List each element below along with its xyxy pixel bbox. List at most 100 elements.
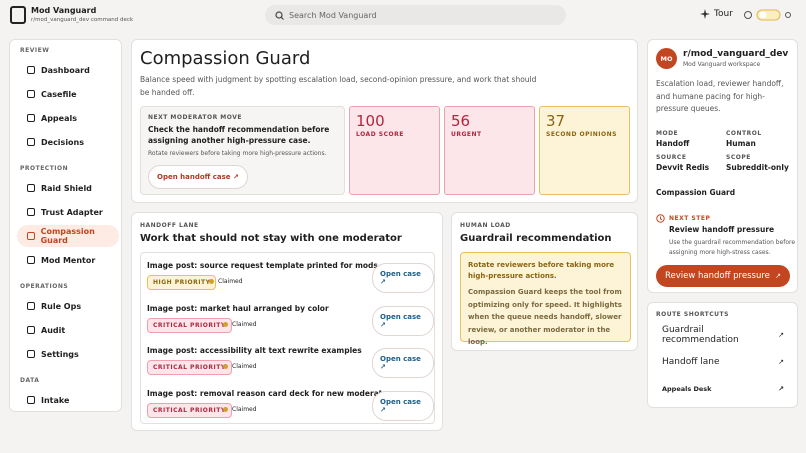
next-move-note: Rotate reviewers before taking more high…	[148, 150, 327, 157]
next-step-title: Review handoff pressure	[669, 225, 775, 234]
nav-item[interactable]: Casefile	[17, 83, 119, 105]
fact-value: Subreddit-only	[726, 163, 789, 172]
nav-label: Casefile	[41, 89, 77, 99]
nav-item[interactable]: Audit	[17, 319, 119, 341]
item-title: Image post: accessibility alt text rewri…	[147, 346, 362, 355]
nav-icon	[27, 90, 35, 98]
route-title: ROUTE SHORTCUTS	[656, 311, 729, 318]
next-step-icon	[656, 214, 665, 223]
arrow-icon: ↗	[778, 385, 784, 393]
nav-icon	[27, 350, 35, 358]
item-status: Claimed	[223, 406, 257, 413]
status-label: Claimed	[218, 278, 243, 285]
nav-label: Compassion Guard	[40, 227, 95, 245]
hero-description: Balance speed with judgment by spotting …	[140, 75, 537, 97]
item-status: Claimed	[223, 363, 257, 370]
open-case-button[interactable]: Open case ↗	[372, 305, 434, 336]
nav-label: Decisions	[41, 137, 85, 147]
handoff-lane-panel: HANDOFF LANE Work that should not stay w…	[131, 212, 443, 431]
next-step-eyebrow: NEXT STEP	[669, 215, 711, 222]
fact-label: CONTROL	[726, 130, 762, 137]
open-case-button[interactable]: Open case ↗	[372, 390, 434, 421]
nav-item[interactable]: Mod Mentor	[17, 249, 119, 271]
item-title: Image post: source request template prin…	[147, 261, 378, 270]
nav-item[interactable]: Compassion Guard	[17, 225, 119, 247]
fact-value: Devvit Redis	[656, 163, 710, 172]
status-dot	[209, 279, 214, 284]
lane-eyebrow: HANDOFF LANE	[140, 222, 199, 229]
nav-label: Dashboard	[41, 65, 90, 75]
status-label: Claimed	[232, 363, 257, 370]
nav-icon	[27, 302, 35, 310]
priority-badge: CRITICAL PRIORITY	[147, 402, 232, 418]
nav-item[interactable]: Decisions	[17, 131, 119, 153]
lane-title: Work that should not stay with one moder…	[140, 233, 402, 244]
search-icon	[275, 10, 284, 20]
fact-value: Handoff	[656, 139, 690, 148]
stat-label: SECOND OPINIONS	[546, 131, 617, 138]
stat-label: URGENT	[451, 131, 482, 138]
nav-section-title: PROTECTION	[20, 165, 69, 172]
button-label: Review handoff pressure	[665, 271, 770, 281]
nav-label: Rule Ops	[41, 301, 82, 311]
nav-icon	[27, 138, 35, 146]
human-load-eyebrow: HUMAN LOAD	[460, 222, 511, 229]
nav-item[interactable]: Settings	[17, 343, 119, 365]
nav-item[interactable]: Rule Ops	[17, 295, 119, 317]
item-title: Image post: removal reason card deck for…	[147, 388, 396, 398]
guardrail-callout: Rotate reviewers before taking more high…	[460, 252, 631, 346]
stat-value: 37	[546, 112, 566, 130]
nav-label: Appeals	[41, 113, 77, 123]
workspace-subtitle: Mod Vanguard workspace	[683, 61, 761, 68]
app-subtitle: r/mod_vanguard_dev command deck	[31, 17, 134, 23]
human-load-title: Guardrail recommendation	[460, 233, 612, 244]
nav-label: Intake	[41, 395, 70, 405]
arrow-icon: ↗	[778, 358, 784, 366]
route-label: Handoff lane	[662, 357, 720, 367]
search-box[interactable]: Search Mod Vanguard	[265, 5, 566, 25]
route-shortcuts-panel: ROUTE SHORTCUTS Guardrail recommendation…	[647, 302, 798, 408]
priority-badge: CRITICAL PRIORITY	[147, 317, 232, 333]
priority-badge: CRITICAL PRIORITY	[147, 360, 232, 375]
status-dot	[223, 406, 228, 412]
lane-list: Image post: source request template prin…	[140, 252, 435, 424]
nav-item[interactable]: Raid Shield	[17, 177, 119, 199]
route-label: Appeals Desk	[662, 385, 712, 393]
stat-card: 37 SECOND OPINIONS	[539, 106, 630, 195]
theme-toggle[interactable]	[743, 9, 797, 21]
nav-icon	[27, 114, 35, 122]
lane-item: Image post: source request template prin…	[141, 253, 434, 295]
avatar: MO	[656, 48, 677, 69]
stat-card: 56 URGENT	[444, 106, 535, 195]
nav-item[interactable]: Appeals	[17, 107, 119, 129]
button-label: Open handoff case	[157, 173, 231, 181]
route-link[interactable]: Guardrail recommendation ↗	[662, 325, 784, 345]
open-case-button[interactable]: Open case ↗	[372, 263, 434, 293]
nav-section-title: REVIEW	[20, 47, 50, 54]
nav-item[interactable]: Intake	[17, 389, 119, 411]
open-handoff-button[interactable]: Open handoff case ↗	[148, 165, 248, 189]
tour-button[interactable]: Tour	[700, 9, 733, 19]
next-move-card: NEXT MODERATOR MOVE Check the handoff re…	[140, 106, 345, 195]
logo	[10, 6, 26, 24]
nav-icon	[27, 396, 35, 404]
route-link[interactable]: Appeals Desk ↗	[662, 380, 784, 398]
tour-icon	[700, 9, 710, 19]
human-load-panel: HUMAN LOAD Guardrail recommendation Rota…	[451, 212, 638, 351]
lane-item: Image post: market haul arranged by colo…	[141, 296, 434, 338]
status-label: Claimed	[232, 405, 257, 413]
stat-value: 100	[356, 112, 385, 130]
nav-icon	[27, 184, 35, 192]
arrow-icon: ↗	[778, 331, 784, 339]
hero-title: Compassion Guard	[140, 48, 311, 69]
fact-label: MODE	[656, 130, 679, 137]
route-link[interactable]: Handoff lane ↗	[662, 353, 784, 371]
nav-item[interactable]: Trust Adapter	[17, 201, 119, 223]
open-case-button[interactable]: Open case ↗	[372, 348, 434, 378]
nav-item[interactable]: Dashboard	[17, 59, 119, 81]
review-button[interactable]: Review handoff pressure ↗	[656, 265, 790, 287]
app-name: Mod Vanguard	[31, 6, 97, 15]
fact-value: Human	[726, 139, 756, 148]
